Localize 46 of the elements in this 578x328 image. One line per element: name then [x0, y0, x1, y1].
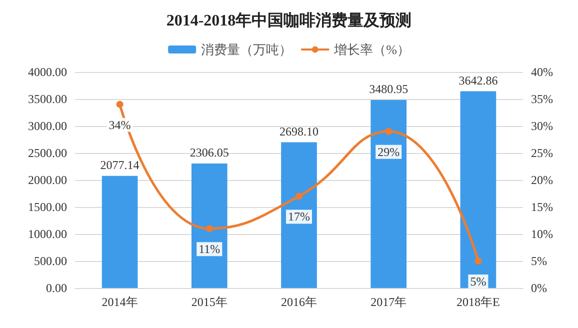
y2-tick-label: 10% — [531, 227, 553, 241]
x-tick-label: 2018年E — [456, 295, 500, 309]
legend-label: 消费量（万吨） — [201, 42, 292, 57]
point — [116, 100, 124, 108]
x-tick-label: 2014年 — [102, 295, 138, 309]
y2-tick-label: 40% — [531, 65, 553, 79]
bar — [460, 91, 496, 288]
point — [385, 128, 392, 135]
y-tick-label: 0.00 — [46, 281, 67, 295]
point — [206, 225, 213, 232]
point — [474, 258, 482, 264]
y-tick-label: 500.00 — [34, 254, 67, 268]
bar — [191, 163, 228, 288]
chart-title: 2014-2018年中国咖啡消费量及预测 — [166, 12, 412, 30]
y-tick-label: 3500.00 — [28, 92, 67, 106]
y2-tick-label: 30% — [531, 119, 553, 133]
data-label: 2698.10 — [280, 124, 318, 138]
data-label: 3480.95 — [369, 82, 408, 96]
y2-tick-label: 15% — [531, 200, 553, 214]
data-label: 11% — [198, 242, 220, 256]
data-label: 2306.05 — [190, 145, 229, 160]
bar — [281, 142, 317, 288]
y-tick-label: 3000.00 — [28, 119, 67, 133]
y-tick-label: 2500.00 — [28, 146, 67, 160]
bar — [102, 176, 138, 288]
y2-tick-label: 5% — [531, 254, 547, 268]
y-tick-label: 4000.00 — [28, 65, 67, 79]
y2-tick-label: 0% — [531, 281, 547, 295]
data-label: 5% — [470, 274, 486, 288]
data-label: 17% — [288, 210, 310, 224]
legend-label: 增长率（%） — [333, 42, 410, 57]
data-label: 34% — [108, 118, 131, 132]
x-tick-label: 2017年 — [370, 295, 407, 309]
y2-tick-label: 35% — [531, 92, 553, 106]
y-tick-label: 1500.00 — [28, 200, 67, 214]
data-label: 29% — [378, 144, 400, 159]
x-tick-label: 2015年 — [191, 295, 228, 309]
x-tick-label: 2016年 — [281, 295, 317, 309]
y2-tick-label: 25% — [531, 146, 553, 160]
y-tick-label: 1000.00 — [28, 227, 67, 241]
point — [296, 192, 302, 200]
y-tick-label: 2000.00 — [28, 173, 67, 187]
bar — [370, 100, 407, 288]
y2-tick-label: 20% — [531, 173, 553, 187]
data-label: 2077.14 — [100, 158, 140, 172]
data-label: 3642.86 — [458, 73, 498, 88]
